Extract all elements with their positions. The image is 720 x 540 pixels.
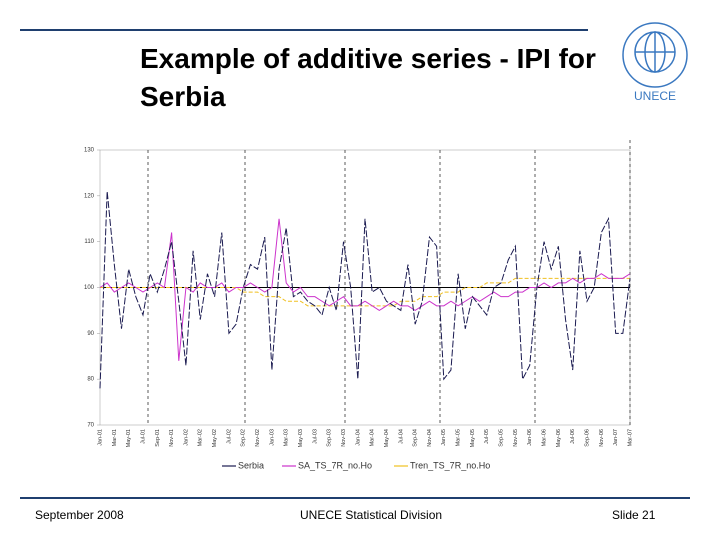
y-tick-label: 90 [87,331,94,337]
x-tick-label: Jul-02 [226,429,232,444]
x-tick-label: May-06 [556,429,562,447]
logo-text: UNECE [634,89,676,103]
x-tick-label: Mar-01 [112,429,118,446]
x-tick-label: Jan-07 [613,429,619,446]
x-tick-label: May-05 [470,429,476,447]
x-tick-label: May-03 [298,429,304,447]
x-tick-label: Jul-06 [570,429,576,444]
x-tick-label: Mar-06 [542,429,548,446]
x-tick-label: May-04 [384,429,390,447]
x-tick-label: Jan-03 [269,429,275,446]
series-line [100,277,630,307]
x-tick-label: Mar-02 [198,429,204,446]
x-tick-label: Nov-05 [513,429,519,447]
x-tick-label: Nov-03 [341,429,347,447]
slide-title: Example of additive series - IPI for Ser… [140,43,596,112]
year-dividers [147,140,631,425]
x-tick-label: Sep-06 [584,429,590,447]
footer-center: UNECE Statistical Division [300,508,443,522]
legend-label: Tren_TS_7R_no.Ho [410,460,490,470]
x-tick-label: Jan-04 [355,429,361,446]
x-tick-label: Jan-05 [441,429,447,446]
x-tick-label: Mar-04 [370,429,376,446]
y-tick-label: 120 [84,193,95,199]
x-tick-label: Sep-04 [413,429,419,447]
legend-label: Serbia [238,460,264,470]
x-tick-label: May-01 [126,429,132,447]
y-tick-label: 110 [84,239,94,245]
x-tick-label: Mar-05 [456,429,462,446]
x-tick-label: Nov-01 [169,429,175,447]
series-line [99,218,631,361]
y-tick-label: 100 [84,285,95,291]
x-tick-label: Sep-01 [155,429,161,447]
x-tick-label: Mar-07 [627,429,633,446]
x-tick-label: Jul-01 [140,429,146,444]
y-tick-label: 80 [87,377,94,383]
legend-label: SA_TS_7R_no.Ho [298,460,372,470]
y-tick-label: 130 [84,148,95,154]
x-tick-label: Jul-03 [312,429,318,444]
x-tick-label: Jul-04 [398,429,404,444]
x-tick-label: Nov-02 [255,429,261,447]
un-logo [622,22,688,88]
x-tick-label: May-02 [212,429,218,447]
x-tick-label: Sep-03 [327,429,333,447]
x-tick-label: Sep-02 [241,429,247,447]
x-tick-label: Jul-05 [484,429,490,444]
x-tick-label: Jan-02 [183,429,189,446]
x-tick-label: Mar-03 [284,429,290,446]
footer-right: Slide 21 [612,508,656,522]
series-line [99,191,631,389]
x-tick-label: Nov-04 [427,429,433,447]
y-tick-label: 70 [87,423,94,429]
x-tick-label: Sep-05 [499,429,505,447]
footer-left: September 2008 [35,508,124,522]
x-tick-label: Jan-01 [97,429,103,446]
x-tick-label: Jan-06 [527,429,533,446]
x-tick-label: Nov-06 [599,429,605,447]
